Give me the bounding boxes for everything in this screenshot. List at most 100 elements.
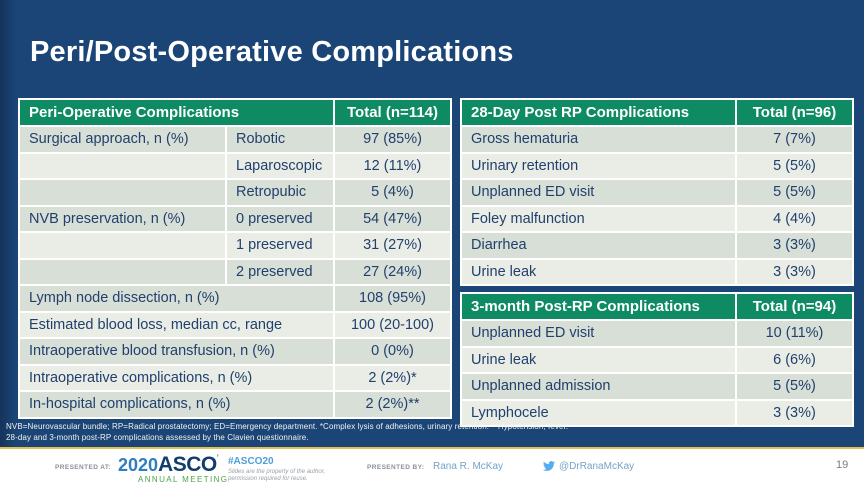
post-28day-table: 28-Day Post RP Complications Total (n=96…	[460, 98, 854, 286]
asco-logo-mark: ’	[216, 453, 219, 463]
gold-divider	[0, 447, 864, 449]
row-value: 4 (4%)	[735, 206, 852, 231]
row-label: Gross hematuria	[471, 131, 579, 147]
row-label: Urinary retention	[471, 157, 579, 174]
table-header-title: 3-month Post-RP Complications	[471, 298, 700, 315]
reuse-note-line-2: permission required for reuse.	[228, 476, 308, 482]
row-value: 5 (5%)	[735, 374, 852, 399]
table-row: Intraoperative blood transfusion, n (%) 0…	[20, 337, 450, 364]
row-value: 5 (5%)	[735, 180, 852, 205]
table-row: 2 preserved 27 (24%)	[20, 257, 450, 285]
twitter-icon	[543, 461, 555, 471]
row-sublabel: Retropubic	[225, 180, 333, 205]
footnote-line-1: NVB=Neurovascular bundle; RP=Radical pro…	[6, 422, 569, 431]
table-header-total: Total (n=94)	[735, 294, 852, 319]
table-row: In-hospital complications, n (%) 2 (2%)**	[20, 390, 450, 417]
table-row: Estimated blood loss, median cc, range 10…	[20, 310, 450, 337]
slide-title: Peri/Post-Operative Complications	[30, 36, 514, 68]
table-row: Intraoperative complications, n (%) 2 (2%…	[20, 363, 450, 390]
row-value: 31 (27%)	[333, 233, 450, 258]
row-label: Estimated blood loss, median cc, range	[29, 316, 283, 333]
row-sublabel: 0 preserved	[225, 206, 333, 231]
table-row: NVB preservation, n (%) 0 preserved 54 (47…	[20, 204, 450, 231]
row-label: Urine leak	[471, 263, 537, 280]
table-row: Foley malfunction 4 (4%)	[462, 204, 852, 231]
table-row: Lymphocele 3 (3%)	[462, 398, 852, 425]
row-value: 108 (95%)	[333, 286, 450, 311]
asco-logo: 2020ASCO’ ANNUAL MEETING	[118, 454, 228, 484]
row-label	[20, 260, 225, 285]
row-label: In-hospital complications, n (%)	[29, 396, 231, 412]
row-sublabel: Laparoscopic	[225, 153, 333, 178]
presented-at-label: PRESENTED AT:	[55, 464, 112, 471]
row-value: 2 (2%)*	[333, 365, 450, 390]
reuse-note-line-1: Slides are the property of the author,	[228, 469, 326, 475]
table-header-row: Peri-Operative Complications Total (n=11…	[20, 100, 450, 125]
row-value: 6 (6%)	[735, 347, 852, 372]
asco-logo-year: 2020	[118, 455, 159, 475]
row-label: Urine leak	[471, 351, 537, 368]
slide-footer: PRESENTED AT: 2020ASCO’ ANNUAL MEETING #…	[0, 449, 864, 486]
reuse-note: Slides are the property of the author, p…	[228, 469, 325, 483]
table-row: Surgical approach, n (%) Robotic 97 (85%)	[20, 125, 450, 152]
row-label: Unplanned ED visit	[471, 184, 595, 200]
post-3month-table: 3-month Post-RP Complications Total (n=9…	[460, 292, 854, 427]
table-row: Unplanned admission 5 (5%)	[462, 372, 852, 399]
row-value: 3 (3%)	[735, 400, 852, 425]
asco-logo-text: ASCO	[158, 453, 217, 476]
row-label: Intraoperative complications, n (%)	[29, 369, 253, 386]
table-header-row: 28-Day Post RP Complications Total (n=96…	[462, 100, 852, 125]
row-value: 5 (4%)	[333, 180, 450, 205]
row-label: Foley malfunction	[471, 210, 585, 227]
twitter-block: @DrRanaMcKay	[543, 460, 634, 472]
hashtag-label: #ASCO20	[228, 456, 274, 467]
row-label	[20, 233, 225, 258]
table-header-title: 28-Day Post RP Complications	[471, 104, 690, 121]
row-sublabel: 2 preserved	[225, 259, 333, 284]
asco-annual-meeting-label: ANNUAL MEETING	[138, 475, 229, 484]
row-value: 100 (20-100)	[333, 312, 450, 337]
table-header-total: Total (n=96)	[735, 100, 852, 125]
row-label: NVB preservation, n (%)	[29, 210, 186, 227]
hashtag-block: #ASCO20 Slides are the property of the a…	[228, 456, 325, 483]
table-row: Urine leak 6 (6%)	[462, 345, 852, 372]
row-value: 12 (11%)	[333, 153, 450, 178]
row-label: Diarrhea	[471, 237, 527, 253]
row-value: 2 (2%)**	[333, 392, 450, 417]
table-row: Urine leak 3 (3%)	[462, 257, 852, 284]
row-label: Unplanned admission	[471, 378, 611, 394]
table-row: Urinary retention 5 (5%)	[462, 151, 852, 178]
row-sublabel: 1 preserved	[225, 233, 333, 258]
row-value: 5 (5%)	[735, 153, 852, 178]
table-header-title: Peri-Operative Complications	[29, 104, 240, 121]
table-row: Unplanned ED visit 5 (5%)	[462, 178, 852, 205]
peri-operative-table: Peri-Operative Complications Total (n=11…	[18, 98, 452, 419]
footnotes: NVB=Neurovascular bundle; RP=Radical pro…	[6, 421, 858, 443]
table-row: Gross hematuria 7 (7%)	[462, 125, 852, 152]
row-label	[20, 180, 225, 205]
row-label: Lymph node dissection, n (%)	[29, 290, 220, 306]
row-sublabel: Robotic	[225, 127, 333, 152]
row-label: Surgical approach, n (%)	[29, 131, 189, 147]
row-value: 97 (85%)	[333, 127, 450, 152]
row-value: 0 (0%)	[333, 339, 450, 364]
table-row: 1 preserved 31 (27%)	[20, 231, 450, 258]
asco-logo-top: 2020ASCO’	[118, 453, 228, 476]
table-row: Laparoscopic 12 (11%)	[20, 151, 450, 179]
row-value: 54 (47%)	[333, 206, 450, 231]
row-label	[20, 154, 225, 179]
row-value: 3 (3%)	[735, 259, 852, 284]
presenter-name: Rana R. McKay	[433, 461, 504, 472]
twitter-handle: @DrRanaMcKay	[559, 460, 635, 472]
table-header-total: Total (n=114)	[333, 100, 450, 125]
table-row: Lymph node dissection, n (%) 108 (95%)	[20, 284, 450, 311]
presented-by-label: PRESENTED BY:	[367, 464, 425, 471]
table-header-row: 3-month Post-RP Complications Total (n=9…	[462, 294, 852, 319]
row-label: Lymphocele	[471, 404, 549, 421]
table-row: Unplanned ED visit 10 (11%)	[462, 319, 852, 346]
row-value: 7 (7%)	[735, 127, 852, 152]
footnote-line-2: 28-day and 3-month post-RP complications…	[6, 433, 309, 442]
row-label: Unplanned ED visit	[471, 325, 595, 341]
row-value: 3 (3%)	[735, 233, 852, 258]
